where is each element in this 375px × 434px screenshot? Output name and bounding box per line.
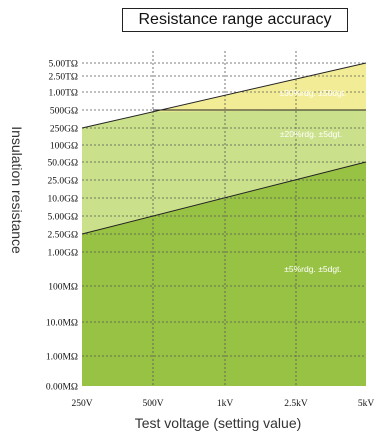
y-tick-label: 1.00MΩ: [46, 353, 78, 363]
y-tick-label: 5.00GΩ: [47, 213, 78, 223]
x-tick-label: 2.5kV: [284, 399, 308, 409]
x-tick-label: 5kV: [358, 399, 375, 409]
x-tick-label: 250V: [71, 399, 92, 409]
y-tick-label: 0.00MΩ: [46, 383, 78, 393]
y-tick-label: 10.0MΩ: [46, 319, 78, 329]
x-tick-label: 500V: [142, 399, 163, 409]
x-axis-label: Test voltage (setting value): [135, 415, 302, 431]
y-tick-label: 100MΩ: [48, 283, 78, 293]
y-tick-label: 100GΩ: [50, 142, 78, 152]
y-tick-label: 1.00GΩ: [47, 249, 78, 259]
y-axis-label: Insulation resistance: [9, 126, 25, 254]
y-tick-label: 1.00TΩ: [49, 89, 79, 99]
y-tick-label: 2.50TΩ: [49, 73, 79, 83]
y-tick-label: 500GΩ: [50, 107, 78, 117]
y-tick-label: 5.00TΩ: [49, 60, 79, 70]
boundary-lower: [81, 161, 367, 235]
x-tick-label: 1kV: [217, 399, 234, 409]
zone-label: ±5%rdg. ±5dgt.: [284, 264, 342, 274]
y-tick-label: 10.0GΩ: [47, 195, 78, 205]
y-tick-label: 250GΩ: [50, 125, 78, 135]
zone-label: ±30%rdg. ±50dgt.: [280, 88, 347, 98]
chart-title: Resistance range accuracy: [122, 8, 348, 32]
boundary-upper: [81, 62, 367, 129]
y-tick-label: 2.50GΩ: [47, 231, 78, 241]
y-tick-label: 50.0GΩ: [47, 159, 78, 169]
y-tick-label: 25.0GΩ: [47, 177, 78, 187]
zone-label: ±20%rdg. ±5dgt.: [280, 129, 342, 139]
zone-5pct: [82, 162, 366, 386]
